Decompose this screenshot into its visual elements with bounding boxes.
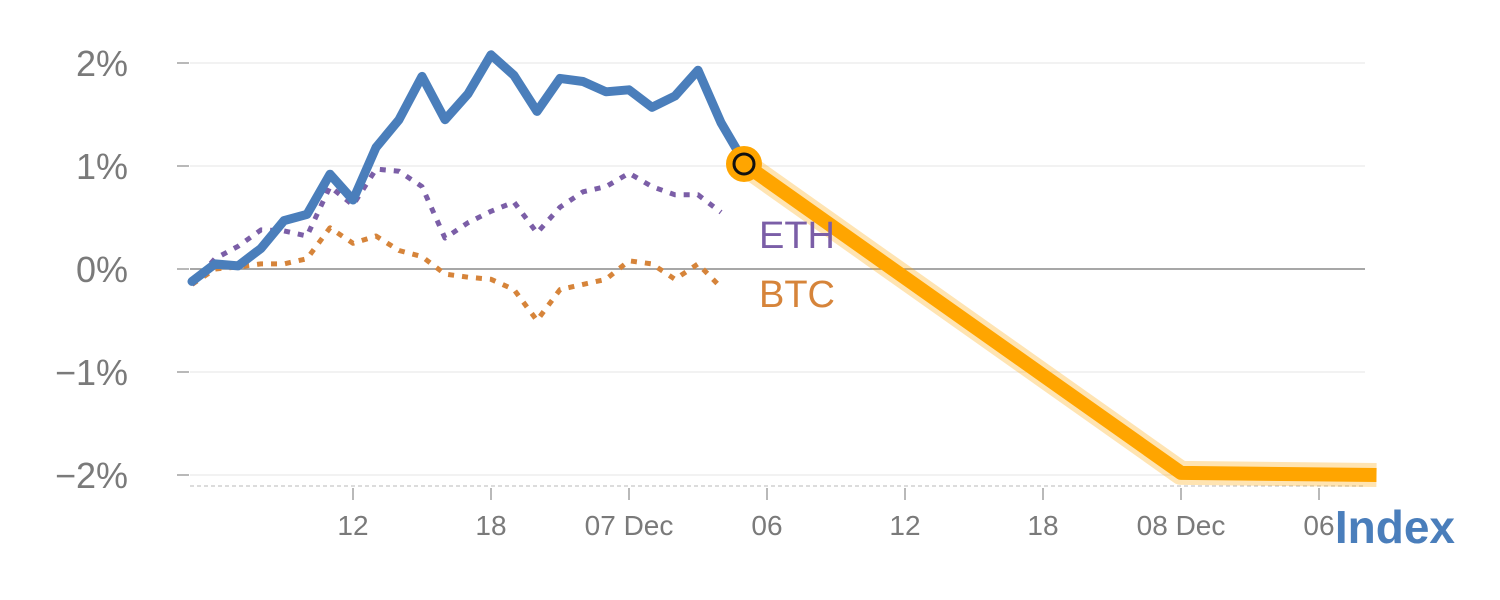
projection-layer xyxy=(726,145,1377,487)
current-point-marker xyxy=(732,152,756,176)
x-tick-label: 08 Dec xyxy=(1137,510,1226,541)
projection-band xyxy=(737,154,1377,487)
index-series-line xyxy=(187,50,749,286)
projection-line xyxy=(739,158,1377,482)
eth-series-line xyxy=(190,166,723,287)
y-tick-label: 0% xyxy=(76,249,128,290)
y-tick-label: −1% xyxy=(55,352,128,393)
index-series-label: Index xyxy=(1335,501,1456,553)
axis-layer: 2% 1% 0% −1% −2% 12 18 07 Dec 06 12 18 08 Dec 06 xyxy=(55,43,1365,541)
btc-series-label: BTC xyxy=(759,274,835,316)
y-tick-label: −2% xyxy=(55,455,128,496)
x-tick-label: 18 xyxy=(1027,510,1058,541)
x-tick-label: 07 Dec xyxy=(585,510,674,541)
y-tick-label: 1% xyxy=(76,146,128,187)
x-tick-label: 12 xyxy=(337,510,368,541)
x-tick-label: 06 xyxy=(751,510,782,541)
y-tick-label: 2% xyxy=(76,43,128,84)
x-tick-label: 12 xyxy=(889,510,920,541)
btc-series-line xyxy=(190,225,723,323)
x-tick-label: 06 xyxy=(1303,510,1334,541)
grid-layer xyxy=(190,62,1365,476)
eth-series-label: ETH xyxy=(759,215,835,257)
series-layer xyxy=(187,50,749,323)
label-layer: ETH BTC Index xyxy=(759,215,1455,553)
x-tick-label: 18 xyxy=(475,510,506,541)
